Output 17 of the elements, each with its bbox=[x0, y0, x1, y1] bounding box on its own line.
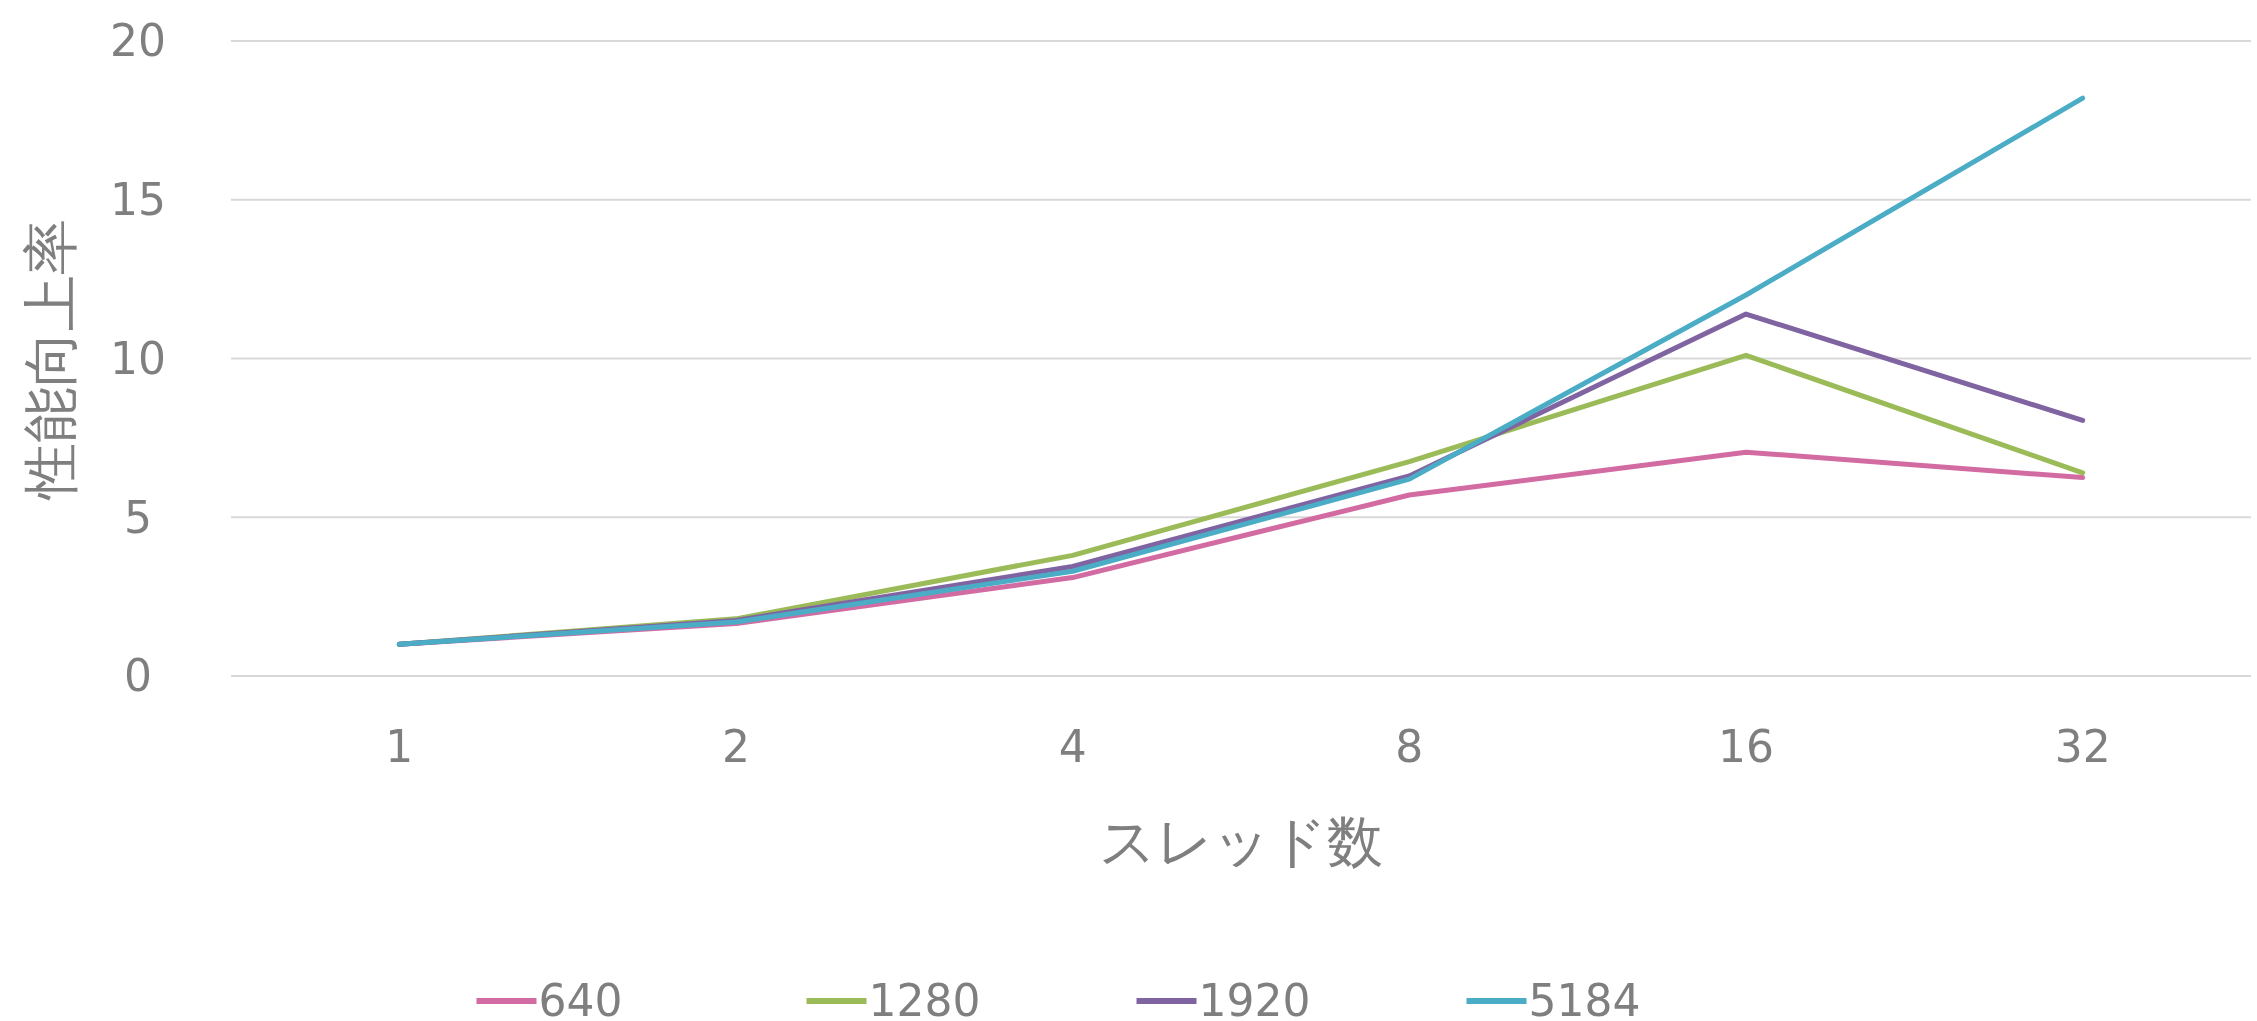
x-tick-label: 1 bbox=[385, 721, 414, 772]
x-axis-title: スレッド数 bbox=[1099, 809, 1383, 874]
y-tick-label: 10 bbox=[110, 332, 166, 384]
x-tick-label: 2 bbox=[722, 721, 750, 772]
x-tick-label: 16 bbox=[1718, 721, 1774, 772]
y-tick-label: 20 bbox=[110, 15, 166, 67]
y-axis-title: 性能向上率 bbox=[18, 218, 83, 501]
legend-label: 1280 bbox=[868, 975, 981, 1021]
legend-label: 640 bbox=[538, 975, 623, 1021]
legend-label: 5184 bbox=[1528, 975, 1641, 1021]
legend-label: 1920 bbox=[1198, 975, 1311, 1021]
y-tick-label: 15 bbox=[110, 174, 166, 226]
y-tick-label: 5 bbox=[124, 491, 152, 543]
y-tick-label: 0 bbox=[124, 650, 152, 702]
x-tick-label: 32 bbox=[2054, 721, 2111, 772]
x-tick-label: 8 bbox=[1395, 721, 1424, 772]
x-tick-label: 4 bbox=[1058, 721, 1087, 772]
